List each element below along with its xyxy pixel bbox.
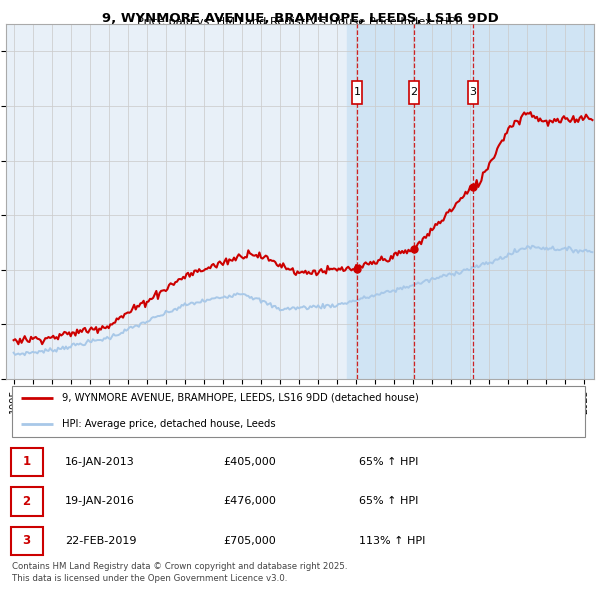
Text: 16-JAN-2013: 16-JAN-2013 [65,457,134,467]
Text: 1: 1 [23,455,31,468]
Text: 3: 3 [469,87,476,97]
Text: 3: 3 [23,534,31,548]
FancyBboxPatch shape [11,487,43,516]
FancyBboxPatch shape [11,526,43,555]
Text: 19-JAN-2016: 19-JAN-2016 [65,496,134,506]
Text: Price paid vs. HM Land Registry's House Price Index (HPI): Price paid vs. HM Land Registry's House … [137,17,463,27]
FancyBboxPatch shape [352,81,362,104]
Text: This data is licensed under the Open Government Licence v3.0.: This data is licensed under the Open Gov… [12,574,287,584]
Text: HPI: Average price, detached house, Leeds: HPI: Average price, detached house, Leed… [62,419,275,429]
FancyBboxPatch shape [11,448,43,476]
FancyBboxPatch shape [12,386,585,437]
Text: 65% ↑ HPI: 65% ↑ HPI [359,496,418,506]
FancyBboxPatch shape [467,81,478,104]
Text: Contains HM Land Registry data © Crown copyright and database right 2025.: Contains HM Land Registry data © Crown c… [12,562,347,571]
Text: £405,000: £405,000 [224,457,277,467]
Text: 2: 2 [23,495,31,508]
Text: 2: 2 [410,87,418,97]
Text: 22-FEB-2019: 22-FEB-2019 [65,536,136,546]
Text: £476,000: £476,000 [224,496,277,506]
Text: 9, WYNMORE AVENUE, BRAMHOPE, LEEDS, LS16 9DD: 9, WYNMORE AVENUE, BRAMHOPE, LEEDS, LS16… [101,12,499,25]
Text: 113% ↑ HPI: 113% ↑ HPI [359,536,425,546]
FancyBboxPatch shape [409,81,419,104]
Text: 9, WYNMORE AVENUE, BRAMHOPE, LEEDS, LS16 9DD (detached house): 9, WYNMORE AVENUE, BRAMHOPE, LEEDS, LS16… [62,393,419,403]
Text: £705,000: £705,000 [224,536,277,546]
Text: 65% ↑ HPI: 65% ↑ HPI [359,457,418,467]
Text: 1: 1 [353,87,361,97]
Bar [347,24,600,379]
